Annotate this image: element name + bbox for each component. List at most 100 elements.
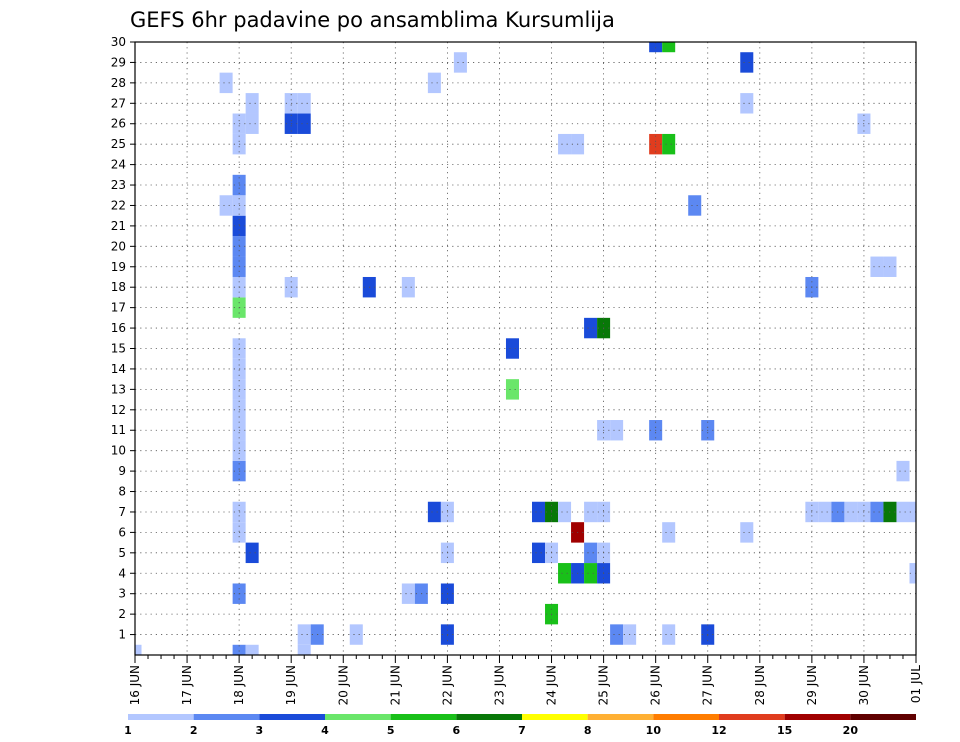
legend-label: 10 — [646, 724, 662, 737]
heatmap-cell — [245, 113, 259, 134]
y-tick-label: 9 — [118, 464, 126, 478]
heatmap-cell — [245, 644, 259, 655]
heatmap-cell — [219, 195, 233, 216]
legend-label: 20 — [843, 724, 859, 737]
heatmap-cell — [232, 644, 246, 655]
legend-label: 3 — [256, 724, 264, 737]
y-tick-label: 8 — [118, 485, 126, 499]
y-tick-label: 26 — [111, 117, 126, 131]
heatmap-cell — [245, 93, 259, 114]
y-tick-label: 22 — [111, 198, 126, 212]
x-tick-label: 25 JUN — [597, 665, 611, 705]
y-tick-label: 29 — [111, 55, 126, 69]
heatmap-cell — [505, 379, 519, 400]
legend-swatch — [259, 714, 325, 720]
heatmap-cell — [401, 583, 415, 604]
legend-swatch — [653, 714, 719, 720]
heatmap-cell — [297, 644, 311, 655]
y-tick-label: 18 — [111, 280, 126, 294]
legend-swatch — [193, 714, 260, 720]
heatmap-cell — [662, 522, 676, 543]
y-tick-label: 14 — [111, 362, 126, 376]
heatmap-cell — [219, 72, 233, 94]
heatmap-cells — [135, 42, 916, 655]
x-tick-label: 26 JUN — [649, 665, 663, 705]
heatmap-cell — [909, 501, 916, 523]
x-tick-label: 28 JUN — [753, 665, 767, 705]
heatmap-cell — [297, 113, 311, 134]
legend-label: 7 — [518, 724, 526, 737]
x-axis-ticks: 16 JUN 17 JUN 18 JUN 19 JUN 20 JUN 21 JUN 22 J… — [128, 655, 923, 705]
y-tick-label: 27 — [111, 96, 126, 110]
y-axis-ticks: 1234567891011121314151617181920212223242… — [111, 35, 135, 642]
y-tick-label: 20 — [111, 239, 126, 253]
x-tick-label: 18 JUN — [232, 665, 246, 705]
x-tick-label: 17 JUN — [180, 665, 194, 705]
x-tick-label: 22 JUN — [440, 665, 454, 705]
legend-swatch — [719, 714, 785, 720]
y-tick-label: 6 — [118, 525, 126, 539]
y-tick-label: 28 — [111, 76, 126, 90]
y-tick-label: 25 — [111, 137, 126, 151]
heatmap-cell — [662, 133, 676, 155]
color-legend: 1 2 3 4 5 6 7 8 10 12 15 20 — [124, 714, 916, 737]
x-tick-label: 23 JUN — [492, 665, 506, 705]
heatmap-cell — [584, 317, 598, 339]
heatmap-cell — [297, 93, 311, 114]
legend-label: 12 — [711, 724, 726, 737]
heatmap-cell — [584, 501, 598, 523]
legend-swatch — [522, 714, 588, 720]
y-tick-label: 16 — [111, 321, 126, 335]
y-tick-label: 24 — [111, 158, 126, 172]
heatmap-cell — [349, 624, 363, 645]
heatmap-cell — [610, 420, 624, 441]
heatmap-cell — [558, 133, 572, 155]
heatmap-cell — [740, 522, 754, 543]
y-tick-label: 13 — [111, 382, 126, 396]
heatmap-cell — [558, 501, 572, 523]
legend-label: 6 — [453, 724, 461, 737]
y-tick-label: 1 — [118, 628, 126, 642]
heatmap-cell — [844, 501, 858, 523]
y-tick-label: 3 — [118, 587, 126, 601]
y-tick-label: 11 — [111, 423, 126, 437]
heatmap-cell — [870, 501, 884, 523]
heatmap-cell — [584, 542, 598, 564]
x-tick-label: 27 JUN — [701, 665, 715, 705]
heatmap-cell — [688, 195, 702, 216]
legend-label: 4 — [321, 724, 329, 737]
legend-label: 5 — [387, 724, 395, 737]
legend-swatch — [587, 714, 654, 720]
y-tick-label: 21 — [111, 219, 126, 233]
x-tick-label: 19 JUN — [284, 665, 298, 705]
legend-label: 1 — [124, 724, 132, 737]
y-tick-label: 5 — [118, 546, 126, 560]
y-tick-label: 10 — [111, 444, 126, 458]
heatmap-cell — [870, 256, 884, 277]
legend-swatch — [784, 714, 851, 720]
y-tick-label: 2 — [118, 607, 126, 621]
heatmap-cell — [662, 624, 676, 645]
heatmap-cell — [584, 563, 598, 584]
heatmap-cell — [427, 501, 441, 523]
x-tick-label: 21 JUN — [388, 665, 402, 705]
heatmap-cell — [558, 563, 572, 584]
x-tick-label: 01 JUL — [909, 665, 923, 703]
heatmap-cell — [532, 501, 546, 523]
x-tick-label: 30 JUN — [857, 665, 871, 705]
y-tick-label: 7 — [118, 505, 126, 519]
heatmap-cell — [649, 42, 663, 53]
heatmap-cell — [662, 42, 676, 53]
legend-swatch — [850, 714, 916, 720]
legend-swatch — [390, 714, 457, 720]
heatmap-cell — [135, 644, 142, 655]
chart-title: GEFS 6hr padavine po ansamblima Kursumli… — [130, 8, 615, 32]
grid-lines — [134, 41, 917, 655]
y-tick-label: 15 — [111, 342, 126, 356]
heatmap-cell — [505, 338, 519, 359]
y-tick-label: 4 — [118, 566, 126, 580]
x-tick-label: 29 JUN — [805, 665, 819, 705]
y-tick-label: 23 — [111, 178, 126, 192]
heatmap-cell — [297, 624, 311, 645]
